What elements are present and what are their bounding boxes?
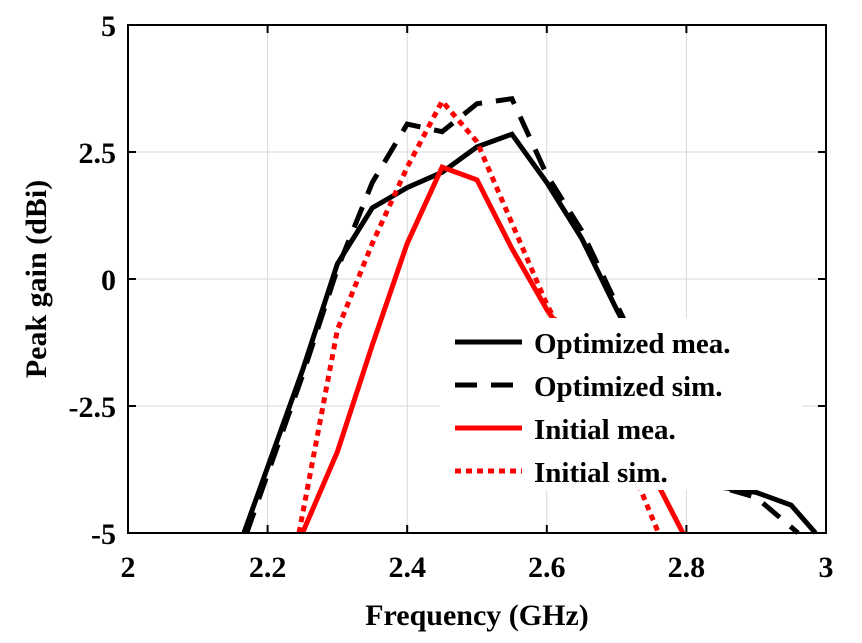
x-axis-ticks: 2 2.2 2.4 2.6 2.8 3 — [121, 25, 834, 584]
x-tick-label: 2.4 — [388, 551, 426, 584]
y-tick-label: 5 — [101, 10, 116, 43]
y-tick-label: -2.5 — [69, 391, 117, 424]
y-axis-ticks: -5 -2.5 0 2.5 5 — [69, 10, 826, 551]
x-tick-label: 2.8 — [668, 551, 706, 584]
y-tick-label: -5 — [91, 518, 116, 551]
legend: Optimized mea. Optimized sim. Initial mea.… — [455, 328, 731, 489]
legend-label: Initial sim. — [534, 457, 668, 489]
y-tick-label: 0 — [101, 264, 116, 297]
legend-label: Optimized sim. — [534, 371, 723, 403]
legend-background — [440, 318, 802, 490]
x-axis-title: Frequency (GHz) — [365, 599, 589, 632]
series-line — [244, 95, 800, 535]
legend-label: Optimized mea. — [534, 328, 731, 360]
x-tick-label: 2 — [121, 551, 136, 584]
legend-label: Initial mea. — [534, 414, 676, 446]
series-line — [296, 96, 661, 534]
x-tick-label: 3 — [819, 551, 834, 584]
x-tick-label: 2.6 — [528, 551, 566, 584]
y-tick-label: 2.5 — [79, 137, 117, 170]
x-tick-label: 2.2 — [249, 551, 287, 584]
y-axis-title: Peak gain (dBi) — [20, 180, 53, 378]
